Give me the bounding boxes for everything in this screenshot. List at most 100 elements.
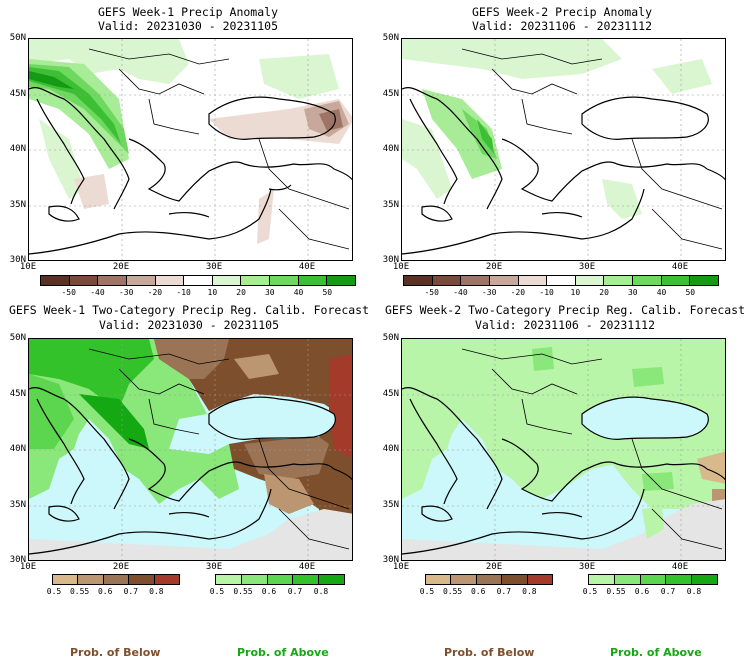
anomaly-wet-region — [652, 59, 712, 94]
anomaly-dry-region — [257, 189, 274, 244]
colorbar-swatch — [432, 276, 462, 285]
colorbar-label: 40 — [293, 288, 304, 297]
colorbar-swatch — [461, 276, 490, 285]
coastline — [268, 184, 292, 191]
colorbar-label: -20 — [147, 288, 163, 297]
lat-label: 35N — [382, 500, 399, 510]
lon-label: 20E — [485, 562, 503, 572]
country-border — [521, 98, 573, 135]
colorbar-label: -10 — [539, 288, 554, 297]
lon-label: 20E — [485, 262, 503, 272]
lat-label: 35N — [9, 500, 26, 510]
below-normal-region — [154, 339, 229, 379]
coastline — [421, 505, 453, 522]
panel3-valid: Valid: 20231030 - 20231105 — [98, 318, 279, 332]
below-normal-region — [234, 354, 279, 379]
coastline — [128, 138, 352, 202]
country-border — [491, 68, 578, 95]
country-border — [88, 348, 230, 365]
country-border — [258, 438, 350, 510]
no-data-region — [402, 499, 725, 560]
colorbar-swatch — [129, 575, 155, 584]
colorbar-swatch — [426, 575, 452, 584]
colorbar-swatch — [154, 575, 180, 584]
lat-label: 35N — [9, 200, 26, 210]
country-border — [118, 68, 205, 95]
country-border — [461, 48, 603, 65]
below-colorbar — [425, 574, 553, 585]
panel1-valid: Valid: 20231030 - 20231105 — [97, 19, 278, 33]
colorbar-swatch — [293, 575, 320, 584]
colorbar-label: 0.8 — [149, 587, 164, 596]
lat-label: 30N — [382, 555, 399, 565]
above-normal-region — [79, 394, 149, 449]
above-normal-region — [602, 447, 702, 467]
coastline — [36, 98, 85, 205]
anomaly-wet-region — [29, 71, 74, 89]
lat-label: 45N — [382, 89, 399, 99]
above-colorbar — [588, 574, 718, 585]
colorbar-swatch — [518, 276, 548, 285]
colorbar-label: 20 — [236, 288, 246, 297]
colorbar-swatch — [155, 276, 185, 285]
country-border — [88, 48, 230, 65]
colorbar-swatch — [451, 575, 477, 584]
colorbar-label: 0.5 — [209, 587, 225, 596]
colorbar-swatch — [98, 276, 127, 285]
lat-label: 50N — [9, 333, 26, 343]
colorbar-swatch — [589, 575, 615, 584]
above-normal-region — [642, 472, 674, 491]
colorbar-swatch — [212, 276, 242, 285]
below-normal-region — [244, 437, 329, 479]
panel3-title: GEFS Week-1 Two-Category Precip Reg. Cal… — [8, 303, 370, 317]
colorbar-swatch — [527, 575, 553, 584]
panel2-title: GEFS Week-2 Precip Anomaly — [471, 5, 652, 19]
coastline — [128, 438, 352, 502]
colorbar-label: -30 — [481, 288, 497, 297]
lon-label: 40E — [671, 562, 689, 572]
lat-label: 30N — [382, 255, 399, 265]
week1-probability-map — [28, 338, 353, 561]
lat-label: 40N — [382, 144, 399, 154]
country-border — [491, 368, 578, 395]
week1-anomaly-map — [28, 38, 353, 261]
above-normal-region — [532, 347, 554, 371]
colorbar-label: 0.8 — [313, 587, 329, 596]
panel4-title: GEFS Week-2 Two-Category Precip Reg. Cal… — [384, 303, 746, 317]
anomaly-wet-region — [477, 119, 494, 154]
coastline — [421, 205, 453, 222]
colorbar-label: 0.6 — [470, 587, 486, 596]
lon-label: 10E — [392, 262, 410, 272]
panel2-valid: Valid: 20231106 - 20231112 — [471, 19, 652, 33]
colorbar-swatch — [690, 276, 719, 285]
colorbar-label: -20 — [510, 288, 526, 297]
below-normal-region — [329, 354, 352, 458]
lon-label: 10E — [392, 562, 410, 572]
coastline — [29, 387, 130, 510]
colorbar-label: 0.6 — [97, 587, 113, 596]
colorbar-label: 40 — [656, 288, 667, 297]
colorbar-swatch — [614, 575, 641, 584]
country-border — [148, 398, 200, 435]
no-data-region — [29, 514, 352, 560]
coastline — [29, 488, 272, 555]
colorbar-label: -40 — [453, 288, 468, 297]
colorbar-label: 10 — [207, 288, 218, 297]
anomaly-dry-region — [74, 174, 109, 209]
colorbar-label: -40 — [90, 288, 105, 297]
anomaly-wet-region — [259, 54, 339, 99]
coastline — [36, 398, 85, 505]
country-border — [631, 138, 723, 210]
coastline — [409, 98, 458, 205]
colorbar-label: 20 — [599, 288, 609, 297]
coastline — [501, 438, 725, 502]
colorbar-swatch — [692, 575, 717, 584]
above-colorbar — [215, 574, 345, 585]
above-normal-region — [29, 339, 154, 409]
panel1-title: GEFS Week-1 Precip Anomaly — [97, 5, 278, 19]
lat-label: 30N — [9, 255, 26, 265]
colorbar-label: 0.5 — [46, 587, 62, 596]
coastline — [48, 205, 80, 222]
colorbar-label: 50 — [685, 288, 696, 297]
lon-label: 40E — [298, 262, 316, 272]
